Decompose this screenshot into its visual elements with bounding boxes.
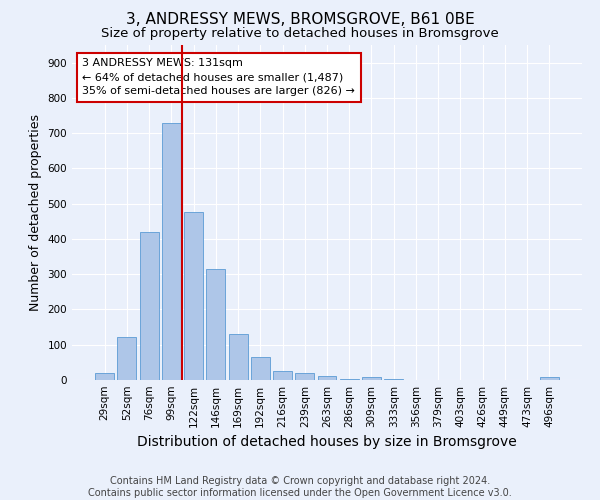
Text: 3 ANDRESSY MEWS: 131sqm
← 64% of detached houses are smaller (1,487)
35% of semi: 3 ANDRESSY MEWS: 131sqm ← 64% of detache… xyxy=(82,58,355,96)
Bar xyxy=(295,373,314,380)
Bar xyxy=(206,269,225,380)
Bar xyxy=(540,377,559,380)
Bar xyxy=(118,337,136,380)
Bar xyxy=(184,212,203,380)
Bar xyxy=(95,373,114,380)
Bar xyxy=(340,379,359,380)
Text: 3, ANDRESSY MEWS, BROMSGROVE, B61 0BE: 3, ANDRESSY MEWS, BROMSGROVE, B61 0BE xyxy=(125,12,475,28)
Bar xyxy=(229,334,248,380)
Bar xyxy=(317,376,337,380)
X-axis label: Distribution of detached houses by size in Bromsgrove: Distribution of detached houses by size … xyxy=(137,436,517,450)
Text: Size of property relative to detached houses in Bromsgrove: Size of property relative to detached ho… xyxy=(101,28,499,40)
Y-axis label: Number of detached properties: Number of detached properties xyxy=(29,114,42,311)
Bar xyxy=(362,377,381,380)
Bar xyxy=(140,232,158,380)
Bar xyxy=(162,122,181,380)
Text: Contains HM Land Registry data © Crown copyright and database right 2024.
Contai: Contains HM Land Registry data © Crown c… xyxy=(88,476,512,498)
Bar xyxy=(273,371,292,380)
Bar xyxy=(251,357,270,380)
